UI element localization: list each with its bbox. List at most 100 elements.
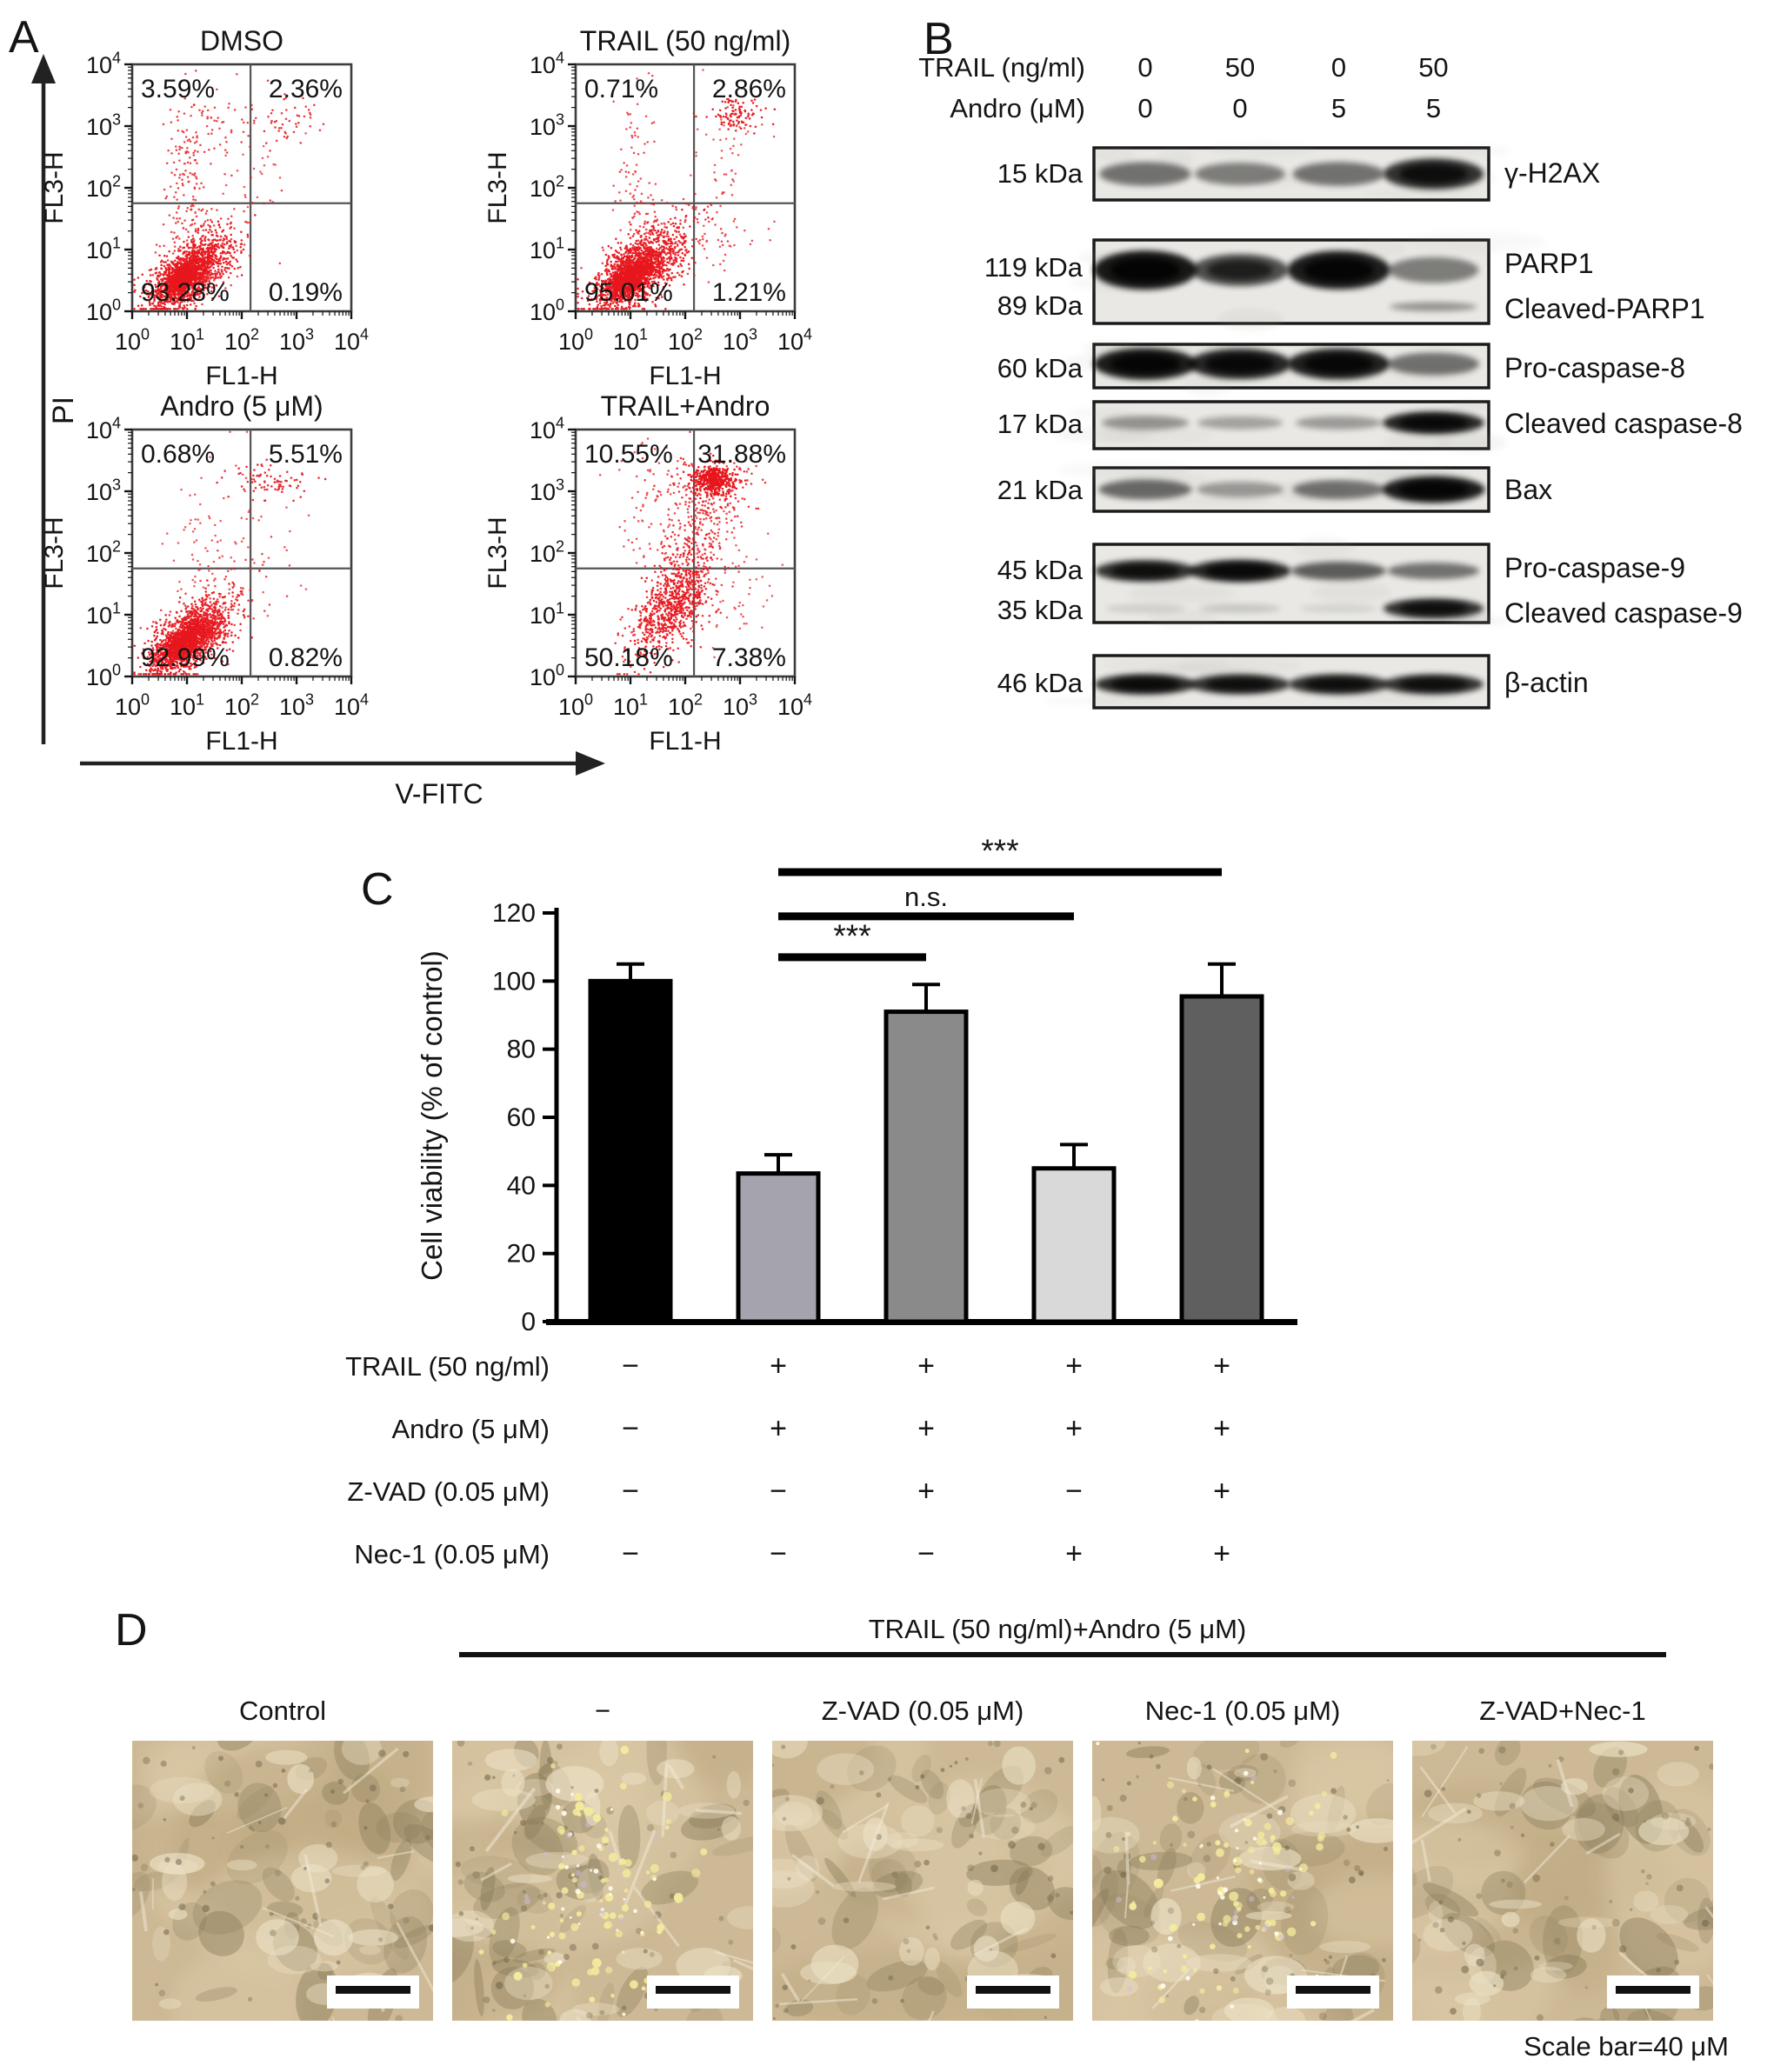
speckle-white: [590, 1869, 592, 1872]
quadrant-percent-upper-right: 5.51%: [269, 440, 343, 469]
cell-blob-light: [159, 1998, 182, 2009]
treatment-sign: +: [1213, 1349, 1230, 1382]
speckle-bright: [624, 1889, 629, 1893]
vfitc-axis-arrowhead: [576, 751, 605, 776]
speckle-white: [1259, 1862, 1262, 1864]
blot-band: [1098, 479, 1191, 499]
speckle-dark: [224, 1781, 230, 1787]
speckle-dark: [256, 1761, 263, 1768]
speckle-dark: [1432, 1922, 1438, 1928]
cell-blob-light: [227, 1860, 257, 1871]
treatment-sign: −: [770, 1537, 787, 1570]
speckle-bright: [547, 1962, 556, 1971]
blot-condition-value: 0: [1137, 93, 1152, 123]
blot-band: [1200, 604, 1281, 614]
speckle-bright: [650, 1864, 659, 1873]
speckle-white: [561, 1908, 564, 1911]
speckle-dark: [717, 1829, 720, 1831]
x-tick-label: 101: [613, 326, 648, 355]
speckle-bright: [545, 2002, 550, 2008]
speckle-dark: [994, 1740, 1001, 1747]
speckle-bright: [571, 1873, 575, 1876]
speckle-dark: [330, 1789, 335, 1794]
y-axis-tick-label: 80: [507, 1036, 536, 1064]
speckle-bright: [578, 1845, 584, 1851]
speckle-bright: [1197, 1913, 1205, 1922]
speckle-dark: [1289, 1954, 1292, 1957]
speckle-dark: [1476, 1959, 1484, 1967]
speckle-dark: [303, 1867, 307, 1870]
blot-band-core: [1110, 354, 1181, 374]
speckle-dark: [1330, 1788, 1337, 1794]
speckle-dark: [218, 1756, 223, 1761]
blot-condition-label: TRAIL (ng/ml): [918, 52, 1085, 83]
speckle-dark: [1612, 1769, 1619, 1776]
speckle-dark: [1387, 1779, 1390, 1782]
speckle-dark: [1324, 1959, 1327, 1962]
fl1h-axis-label: FL1-H: [205, 727, 277, 756]
treatment-sign: −: [917, 1537, 935, 1570]
blot-condition-value: 50: [1225, 52, 1255, 83]
cell-blob-light: [1290, 1794, 1357, 1833]
speckle-dark: [1646, 1874, 1651, 1879]
speckle-dark: [1047, 1895, 1054, 1902]
blot-strip-5: [1058, 462, 1489, 511]
speckle-bright: [1139, 1856, 1146, 1863]
speckle-bright: [592, 1958, 602, 1968]
molecular-weight-label: 21 kDa: [997, 475, 1084, 505]
speckle-dark: [1630, 1909, 1632, 1911]
blot-strip-7: [1044, 656, 1489, 708]
speckle-dark: [1435, 1986, 1443, 1994]
blot-band-core: [1304, 678, 1372, 690]
speckle-dark: [1138, 1742, 1141, 1744]
speckle-dark: [281, 1769, 285, 1773]
treatment-sign: −: [622, 1537, 639, 1570]
speckle-dark: [586, 2012, 593, 2019]
speckle-bright: [1287, 1928, 1296, 1936]
quadrant-percent-upper-right: 2.36%: [269, 75, 343, 103]
speckle-lavender: [543, 1852, 548, 1856]
speckle-bright: [1237, 1933, 1242, 1938]
speckle-dark: [178, 1903, 185, 1910]
speckle-bright: [610, 1994, 615, 1998]
speckle-dark: [937, 1827, 943, 1833]
speckle-dark: [961, 1806, 965, 1810]
speckle-dark: [1284, 1845, 1290, 1850]
speckle-dark: [1168, 1908, 1174, 1914]
quadrant-percent-lower-left: 92.99%: [141, 643, 230, 672]
speckle-bright: [543, 1901, 546, 1904]
speckle-bright: [571, 1849, 577, 1855]
blot-band: [1388, 563, 1480, 579]
speckle-dark: [1694, 1746, 1699, 1751]
speckle-bright: [1245, 1749, 1250, 1753]
speckle-dark: [1166, 1995, 1169, 1997]
speckle-dark: [492, 2009, 496, 2012]
blot-condition-value: 5: [1331, 93, 1346, 123]
blot-band: [1299, 604, 1378, 613]
speckle-lavender: [610, 1847, 613, 1850]
speckle-dark: [429, 1924, 436, 1931]
speckle-bright: [1172, 1815, 1178, 1822]
treatment-sign: +: [917, 1412, 935, 1445]
speckle-white: [1096, 1742, 1099, 1745]
blot-band-core: [1205, 564, 1274, 578]
speckle-dark: [1616, 1818, 1619, 1822]
speckle-dark: [1044, 2016, 1047, 2019]
speckle-bright: [506, 2015, 512, 2021]
speckle-bright: [630, 1980, 638, 1989]
blot-noise: [1311, 582, 1391, 603]
quadrant-percent-lower-left: 50.18%: [584, 643, 673, 672]
speckle-dark: [324, 1878, 330, 1883]
speckle-bright: [1285, 1817, 1294, 1826]
cell-blob-light: [1455, 1993, 1490, 2006]
speckle-dark: [164, 1857, 170, 1862]
flow-plot-title: Andro (5 μM): [160, 390, 323, 422]
speckle-dark: [138, 1802, 143, 1808]
speckle-bright: [605, 1967, 612, 1974]
y-axis-tick-label: 0: [521, 1308, 536, 1336]
speckle-dark: [785, 1797, 790, 1802]
treatment-sign: +: [770, 1412, 787, 1445]
speckle-lavender: [1249, 1896, 1255, 1902]
